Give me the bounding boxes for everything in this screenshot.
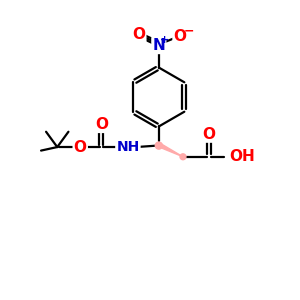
Text: N: N xyxy=(152,38,165,53)
Circle shape xyxy=(155,142,162,149)
Text: O: O xyxy=(74,140,87,154)
Text: O: O xyxy=(202,127,215,142)
Text: O: O xyxy=(173,28,187,44)
Text: NH: NH xyxy=(116,140,140,154)
Polygon shape xyxy=(160,143,183,157)
Circle shape xyxy=(180,154,186,160)
Text: O: O xyxy=(132,27,145,42)
Text: OH: OH xyxy=(230,149,255,164)
Text: −: − xyxy=(184,24,194,37)
Text: O: O xyxy=(95,117,108,132)
Text: +: + xyxy=(160,34,169,45)
